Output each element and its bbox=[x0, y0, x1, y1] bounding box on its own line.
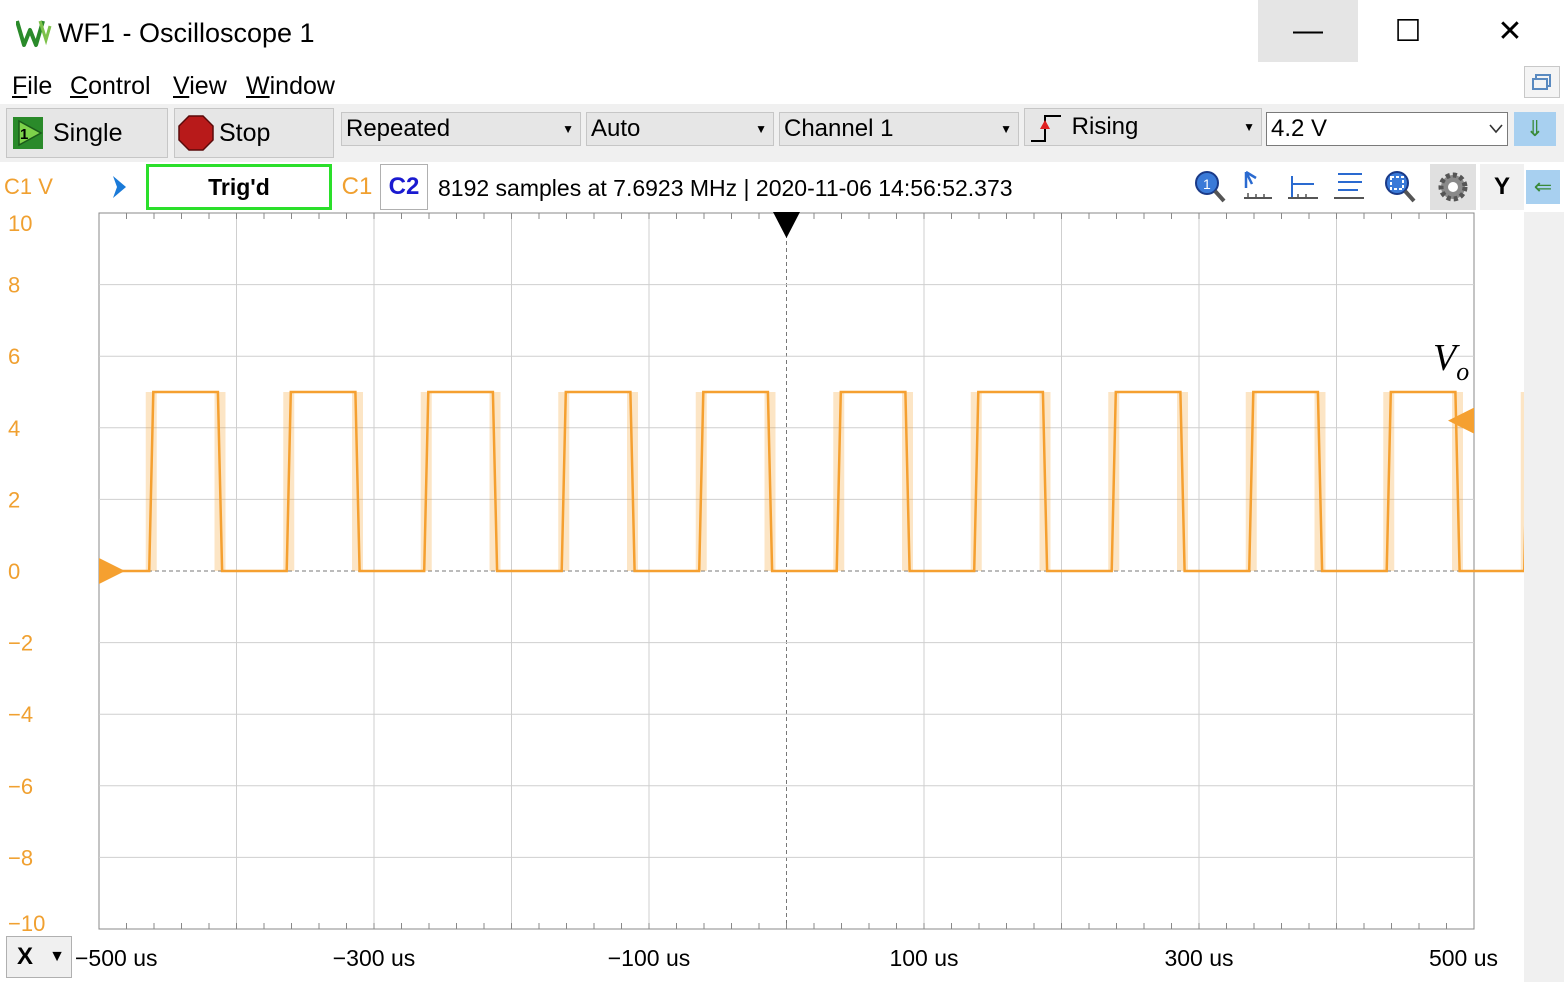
maximize-icon: ☐ bbox=[1394, 14, 1422, 48]
chevron-right-icon[interactable] bbox=[106, 172, 134, 202]
oscilloscope-plot[interactable]: 10 8 6 4 2 0 −2 −4 −6 −8 −10 −500 us −300 us −100 us… bbox=[0, 212, 1524, 982]
stop-icon bbox=[178, 115, 214, 151]
edge-persistence bbox=[1520, 392, 1524, 571]
svg-text:1: 1 bbox=[20, 126, 28, 143]
minimize-icon: — bbox=[1293, 14, 1323, 47]
zoom-fit-button[interactable] bbox=[1380, 168, 1420, 206]
dropdown-arrow-icon: ▼ bbox=[755, 122, 767, 136]
waveforms-logo-icon bbox=[16, 20, 52, 47]
trigger-mode-select[interactable]: Auto ▼ bbox=[586, 112, 774, 146]
marker-icon bbox=[1288, 176, 1318, 199]
offset-marker bbox=[99, 558, 125, 584]
cursor-icon bbox=[1244, 170, 1272, 199]
single-label: Single bbox=[53, 118, 123, 147]
chevron-down-icon bbox=[1489, 124, 1503, 134]
minimize-button[interactable]: — bbox=[1258, 0, 1358, 62]
y-tick-label: −2 bbox=[8, 631, 33, 656]
y-tick-label: 0 bbox=[8, 559, 20, 584]
rising-edge-icon bbox=[1031, 114, 1061, 142]
x-axis-button[interactable]: X ▼ bbox=[6, 936, 72, 978]
trigger-source-value: Channel 1 bbox=[784, 115, 894, 142]
menu-window[interactable]: Window bbox=[246, 72, 335, 100]
marker-tool-button[interactable] bbox=[1284, 168, 1324, 206]
trigger-level-value: 4.2 V bbox=[1271, 115, 1328, 142]
trigger-status: Trig'd bbox=[146, 164, 332, 210]
dropdown-arrow-icon: ▼ bbox=[1243, 120, 1255, 134]
y-tick-label: 2 bbox=[8, 487, 20, 512]
channel-tab-c2[interactable]: C2 bbox=[380, 164, 428, 210]
single-run-icon: 1 bbox=[13, 117, 43, 149]
trigger-source-select[interactable]: Channel 1 ▼ bbox=[779, 112, 1019, 146]
zoom-fit-icon bbox=[1385, 171, 1416, 203]
y-axis-unit-label: C1 V bbox=[4, 174, 53, 199]
y-tick-label: 4 bbox=[8, 416, 20, 441]
stop-label: Stop bbox=[219, 118, 271, 147]
maximize-button[interactable]: ☐ bbox=[1358, 0, 1458, 62]
y-tick-label: 6 bbox=[8, 344, 20, 369]
vo-annotation: Vo bbox=[1433, 337, 1469, 386]
menu-view[interactable]: View bbox=[173, 72, 227, 100]
trigger-level-marker bbox=[1448, 407, 1474, 434]
y-axis-ticks: 10 8 6 4 2 0 −2 −4 −6 −8 −10 bbox=[8, 212, 45, 936]
restore-window-icon bbox=[1532, 74, 1551, 90]
y-tick-label: −8 bbox=[8, 845, 33, 870]
x-tick-label: 300 us bbox=[1164, 945, 1233, 971]
cursor-tool-button[interactable] bbox=[1238, 168, 1278, 206]
series-c1-line bbox=[99, 390, 1524, 573]
dropdown-arrow-icon: ▼ bbox=[49, 948, 65, 965]
zoom-one-icon: 1 bbox=[1195, 171, 1226, 203]
y-axis-button[interactable]: Y bbox=[1480, 164, 1524, 210]
collapse-side-panel-button[interactable]: ⇐ bbox=[1526, 170, 1560, 204]
menu-bar bbox=[0, 66, 1520, 104]
trigger-edge-select[interactable]: Rising ▼ bbox=[1024, 108, 1262, 146]
svg-text:1: 1 bbox=[1203, 176, 1211, 192]
x-tick-label: −300 us bbox=[333, 945, 416, 971]
dropdown-arrow-icon: ▼ bbox=[562, 122, 574, 136]
plot-markers bbox=[99, 212, 1474, 584]
menu-control[interactable]: Control bbox=[70, 72, 151, 100]
left-arrow-icon: ⇐ bbox=[1533, 174, 1553, 199]
x-axis-button-label: X bbox=[17, 943, 34, 970]
info-bar bbox=[0, 162, 1524, 212]
acquisition-mode-select[interactable]: Repeated ▼ bbox=[341, 112, 581, 146]
y-tick-label: −10 bbox=[8, 911, 45, 936]
single-button[interactable]: 1 Single bbox=[6, 108, 168, 158]
restore-pane-button[interactable] bbox=[1524, 66, 1560, 98]
trigger-position-marker bbox=[773, 212, 800, 238]
side-panel bbox=[1524, 212, 1564, 982]
x-tick-label: −500 us bbox=[75, 945, 158, 971]
close-icon: ✕ bbox=[1497, 14, 1523, 48]
waveform bbox=[99, 390, 1524, 573]
acquisition-mode-value: Repeated bbox=[346, 115, 451, 142]
trigger-mode-value: Auto bbox=[591, 115, 641, 142]
measure-icon bbox=[1334, 173, 1364, 199]
y-tick-label: 10 bbox=[8, 212, 32, 236]
y-tick-label: 8 bbox=[8, 273, 20, 298]
collapse-toolbar-button[interactable]: ⇓ bbox=[1514, 112, 1556, 146]
trigger-level-input[interactable]: 4.2 V bbox=[1266, 112, 1508, 146]
stop-button[interactable]: Stop bbox=[174, 108, 334, 158]
channel-tab-c1[interactable]: C1 bbox=[341, 173, 373, 200]
trigger-edge-value: Rising bbox=[1071, 113, 1139, 140]
y-tick-label: −4 bbox=[8, 702, 33, 727]
measure-tool-button[interactable] bbox=[1330, 168, 1370, 206]
y-tick-label: −6 bbox=[8, 774, 33, 799]
zoom-one-button[interactable]: 1 bbox=[1190, 168, 1230, 206]
menu-file[interactable]: File bbox=[12, 72, 53, 100]
x-tick-label: 500 us bbox=[1429, 945, 1498, 971]
x-tick-label: 100 us bbox=[889, 945, 958, 971]
settings-button[interactable] bbox=[1430, 164, 1476, 210]
acquisition-info: 8192 samples at 7.6923 MHz | 2020-11-06 … bbox=[438, 175, 1013, 201]
gear-icon bbox=[1438, 172, 1468, 202]
x-tick-label: −100 us bbox=[608, 945, 691, 971]
x-axis-ticks: −500 us −300 us −100 us 100 us 300 us 500 us bbox=[75, 945, 1498, 971]
down-arrow-icon: ⇓ bbox=[1525, 116, 1545, 141]
dropdown-arrow-icon: ▼ bbox=[1000, 122, 1012, 136]
close-button[interactable]: ✕ bbox=[1460, 0, 1560, 62]
window-title: WF1 - Oscilloscope 1 bbox=[58, 18, 315, 48]
